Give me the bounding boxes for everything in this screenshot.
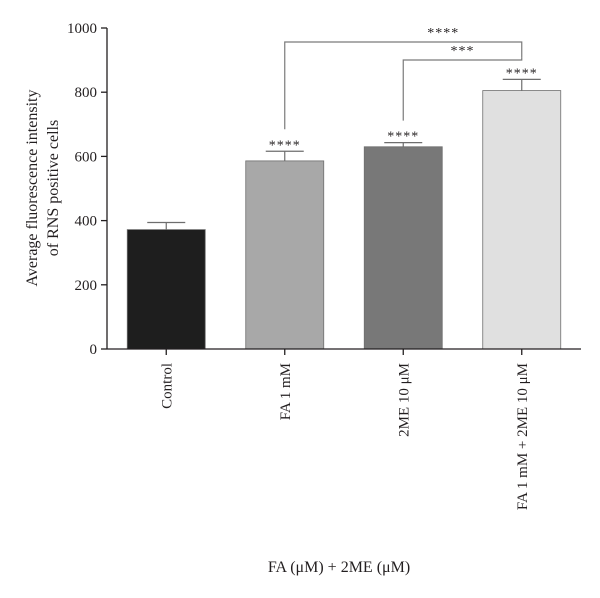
bars: **** **** **** [126, 66, 562, 350]
x-tick-label: 2ME 10 μM [396, 363, 412, 437]
y-tick-label: 800 [75, 85, 98, 101]
x-axis-title: FA (μM) + 2ME (μM) [268, 559, 410, 576]
bar-2 [363, 146, 443, 350]
y-tick-label: 400 [75, 214, 98, 230]
x-tick-label: FA 1 mM + 2ME 10 μM [515, 363, 531, 510]
comparison-brackets: ******* [284, 26, 523, 130]
comparison-bracket-1 [402, 57, 523, 121]
comparison-label-0: **** [427, 26, 459, 41]
y-axis: 0 200 400 600 800 1000 [67, 21, 108, 358]
y-axis-title: Average fluorescence intensity of RNS po… [24, 90, 62, 287]
bar-0 [126, 229, 206, 350]
y-tick-label: 600 [75, 149, 98, 165]
bar-3 [482, 90, 562, 350]
significance-label-2: **** [387, 130, 419, 145]
comparison-label-1: *** [451, 44, 475, 59]
x-tick-label: Control [159, 363, 175, 409]
comparison-bracket-0 [284, 41, 523, 130]
x-tick-label: FA 1 mM [278, 363, 294, 420]
significance-label-3: **** [506, 66, 538, 81]
significance-label-1: **** [269, 138, 301, 153]
bar-1 [245, 160, 325, 350]
y-tick-label: 1000 [67, 21, 97, 37]
y-axis-title-line-1: Average fluorescence intensity [24, 90, 41, 287]
y-tick-label: 200 [75, 278, 98, 294]
x-axis: Control FA 1 mM 2ME 10 μM FA 1 mM + 2ME 10 … [107, 348, 581, 510]
y-tick-label: 0 [90, 342, 98, 358]
y-axis-title-line-2: of RNS positive cells [45, 120, 62, 256]
